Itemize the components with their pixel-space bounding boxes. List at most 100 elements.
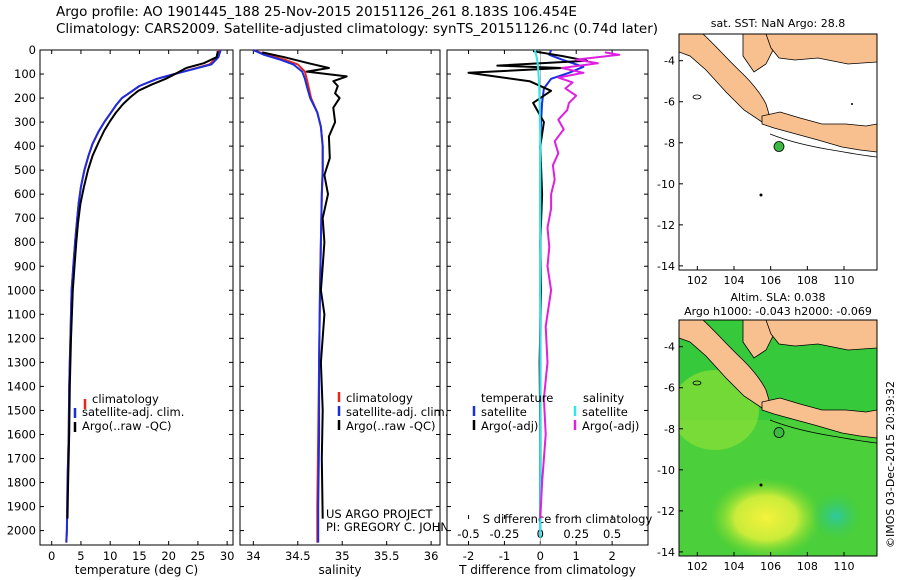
y-tick-label: 1700 xyxy=(7,451,36,465)
map-x-tick-label: 104 xyxy=(724,274,745,287)
x-tick-label: 35 xyxy=(335,549,350,563)
map-y-tick-label: -10 xyxy=(657,464,675,477)
map-y-tick-label: -10 xyxy=(657,178,675,191)
series-line-argo-raw-qc- xyxy=(66,51,219,519)
map-y-tick-label: -14 xyxy=(657,546,675,559)
salinity-panel: 34 34.5 35 35.5 36 salinity xyxy=(239,49,441,577)
series-line-salinity-satellite xyxy=(533,49,542,538)
y-tick-label: 1000 xyxy=(7,283,36,297)
x-tick-label: 34 xyxy=(246,549,261,563)
sla-map-title: Altim. SLA: 0.038 xyxy=(730,291,825,304)
temperature-legend: climatology satellite-adj. clim. Argo(..… xyxy=(73,392,184,433)
temperature-panel: 0100200300400500600700800900100011001200… xyxy=(7,43,235,577)
y-tick-label: 900 xyxy=(14,259,36,273)
legend-climatology-label: climatology xyxy=(346,391,413,405)
map-x-tick-label: 104 xyxy=(724,560,745,573)
sst-map xyxy=(679,34,877,270)
x-tick-label: 2 xyxy=(608,549,615,563)
sumatra-land xyxy=(679,320,770,409)
legend-temp-satellite-label: satellite xyxy=(481,405,527,419)
x-tick-label: -2 xyxy=(463,549,474,563)
map-x-tick-label: 108 xyxy=(797,274,818,287)
s-tick-label: -0.25 xyxy=(490,527,520,541)
map-y-tick-label: -14 xyxy=(657,260,675,273)
map-y-tick-label: -8 xyxy=(664,423,675,436)
java-contour xyxy=(769,133,877,158)
sla-low-anomaly xyxy=(810,492,862,540)
enggano-island xyxy=(692,94,702,100)
map-y-tick-label: -12 xyxy=(657,505,675,518)
map-x-tick-label: 110 xyxy=(834,274,855,287)
x-axis-label: temperature (deg C) xyxy=(75,563,198,577)
argo-position-marker xyxy=(773,141,785,152)
series-line-salinity-argo-adj- xyxy=(539,51,621,519)
map-y-tick-label: -8 xyxy=(664,137,675,150)
y-tick-label: 300 xyxy=(14,115,36,129)
timestamp-stamp: ©IMOS 03-Dec-2015 20:39:32 xyxy=(884,381,897,548)
y-tick-label: 1500 xyxy=(7,403,36,417)
s-tick-label: 0.5 xyxy=(603,527,621,541)
y-tick-label: 1300 xyxy=(7,355,36,369)
map-y-tick-label: -6 xyxy=(664,382,675,395)
header-line-1: Argo profile: AO 1901445_188 25-Nov-2015… xyxy=(56,4,577,20)
sla-map-axes: 102 104 106 108 110 -4 -6 -8 -10 -12 -14 xyxy=(657,341,854,573)
map-y-tick-label: -6 xyxy=(664,96,675,109)
header-line-2: Climatology: CARS2009. Satellite-adjuste… xyxy=(56,21,658,37)
map-x-tick-label: 108 xyxy=(797,560,818,573)
y-tick-label: 200 xyxy=(14,91,36,105)
christmas-island xyxy=(759,483,763,487)
bangka-land xyxy=(742,34,775,73)
x-tick-label: 10 xyxy=(103,549,118,563)
java-land xyxy=(761,111,877,153)
map-y-tick-label: -4 xyxy=(664,341,675,354)
y-tick-label: 0 xyxy=(29,43,36,57)
x-tick-label: 36 xyxy=(424,549,439,563)
s-axis-label: S difference from climatology xyxy=(483,512,653,526)
small-island xyxy=(851,103,853,105)
x-tick-label: 30 xyxy=(220,549,235,563)
difference-legend: temperature salinity satellite Argo(-adj… xyxy=(472,391,639,433)
x-tick-label: 0 xyxy=(48,549,55,563)
borneo-land xyxy=(765,34,877,65)
s-tick-label: -0.5 xyxy=(457,527,479,541)
difference-panel: -2 -1 0 1 2-0.5 -0.25 0 0.25 0.5S difference fro… xyxy=(446,49,653,577)
legend-temperature-heading: temperature xyxy=(481,391,553,405)
bangka-land xyxy=(742,320,775,359)
y-tick-label: 700 xyxy=(14,211,36,225)
sst-map-frame xyxy=(678,33,878,271)
project-label: US ARGO PROJECT xyxy=(326,507,434,521)
y-tick-label: 1400 xyxy=(7,379,36,393)
y-tick-label: 1100 xyxy=(7,307,36,321)
java-contour xyxy=(769,419,877,444)
map-x-tick-label: 106 xyxy=(760,560,781,573)
map-y-tick-label: -12 xyxy=(657,219,675,232)
map-x-tick-label: 110 xyxy=(834,560,855,573)
y-tick-label: 1800 xyxy=(7,476,36,490)
legend-temp-argo-label: Argo(-adj) xyxy=(481,419,538,433)
y-tick-label: 1200 xyxy=(7,331,36,345)
legend-argo-label: Argo(..raw -QC) xyxy=(346,419,436,433)
legend-salinity-heading: salinity xyxy=(583,391,624,405)
x-tick-label: 35.5 xyxy=(374,549,400,563)
y-tick-label: 2000 xyxy=(7,524,36,538)
x-tick-label: 5 xyxy=(77,549,84,563)
borneo-land xyxy=(765,320,877,351)
sla-map-subtitle: Argo h1000: -0.043 h2000: -0.069 xyxy=(684,305,872,318)
sumatra-land xyxy=(679,34,770,123)
y-tick-label: 1600 xyxy=(7,427,36,441)
map-x-tick-label: 102 xyxy=(687,274,708,287)
sla-map xyxy=(679,320,877,556)
argo-position-marker xyxy=(773,427,785,438)
y-tick-label: 100 xyxy=(14,67,36,81)
legend-argo-label: Argo(..raw -QC) xyxy=(82,419,172,433)
series-line-argo-raw-qc- xyxy=(261,51,348,519)
series-line-satellite-adj-clim- xyxy=(252,49,324,543)
pi-label: PI: GREGORY C. JOHNSON xyxy=(326,520,474,534)
y-tick-label: 1900 xyxy=(7,500,36,514)
enggano-island xyxy=(692,380,702,386)
sst-map-title: sat. SST: NaN Argo: 28.8 xyxy=(711,17,845,30)
map-y-tick-label: -4 xyxy=(664,55,675,68)
y-tick-label: 800 xyxy=(14,235,36,249)
x-tick-label: -1 xyxy=(499,549,510,563)
